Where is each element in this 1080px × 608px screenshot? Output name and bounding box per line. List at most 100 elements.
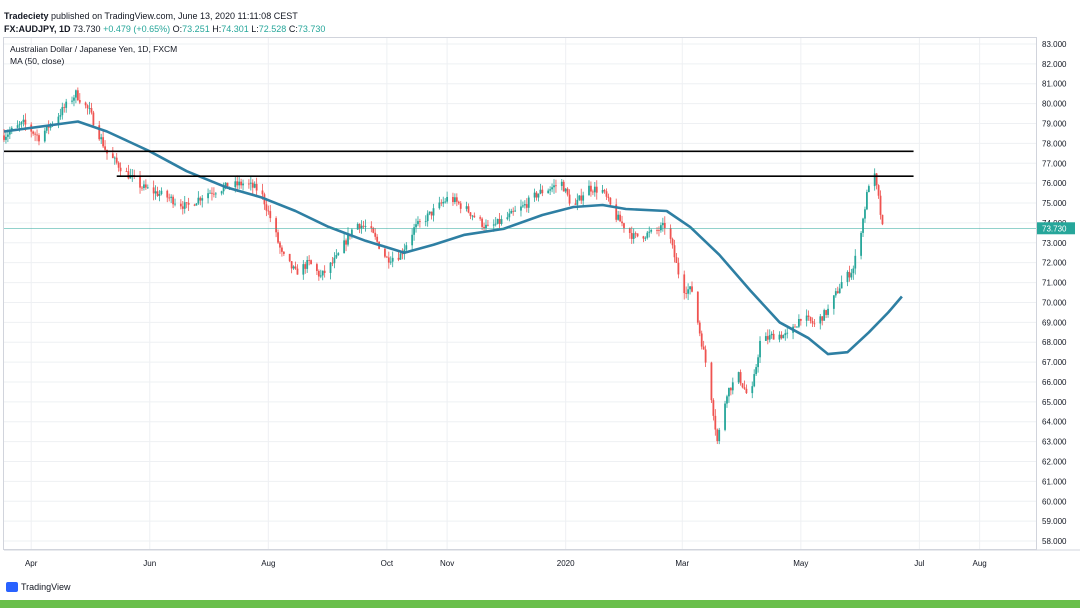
candle <box>669 224 672 244</box>
candle <box>512 207 515 216</box>
candle <box>496 218 499 225</box>
candle <box>356 222 359 230</box>
last-price-badge <box>1037 222 1075 235</box>
candle-body <box>525 204 528 208</box>
candle-body <box>514 210 517 212</box>
tradingview-brand[interactable]: TradingView <box>6 582 71 592</box>
candle <box>514 205 517 212</box>
candle-body <box>836 291 839 294</box>
candle <box>335 249 338 259</box>
candle <box>98 120 101 141</box>
candle-body <box>832 295 835 309</box>
candle <box>61 102 64 120</box>
candle <box>444 198 447 204</box>
candle <box>805 309 808 327</box>
candle-body <box>20 121 23 125</box>
candle-body <box>372 228 375 233</box>
candle <box>212 187 215 198</box>
candle <box>784 329 787 341</box>
candle <box>766 329 769 345</box>
candle-body <box>671 238 674 246</box>
candle <box>823 308 826 321</box>
candle <box>551 183 553 193</box>
candle-body <box>212 193 215 195</box>
candle <box>446 191 449 204</box>
candle <box>508 208 511 222</box>
candle-body <box>214 193 217 195</box>
candle-body <box>32 131 35 134</box>
candle <box>426 210 429 227</box>
candle-body <box>224 182 227 187</box>
candle <box>73 94 75 107</box>
candle-body <box>452 196 454 203</box>
candle-body <box>582 195 585 201</box>
candle-body <box>115 157 118 163</box>
candle-body <box>541 189 544 194</box>
y-tick-label: 63.000 <box>1042 438 1067 447</box>
candle-body <box>236 181 239 186</box>
candle <box>440 199 443 207</box>
candle-body <box>661 222 664 226</box>
candle-body <box>481 218 484 227</box>
candle <box>152 180 155 201</box>
candle-body <box>432 208 435 216</box>
candle-body <box>111 153 114 159</box>
candle-body <box>621 221 623 224</box>
x-tick-label: Oct <box>381 559 394 568</box>
candle <box>133 169 136 180</box>
candle <box>714 409 717 436</box>
candle <box>387 251 390 269</box>
candle-body <box>467 206 470 213</box>
candle <box>102 131 105 149</box>
candle <box>700 330 703 350</box>
candle-body <box>261 190 264 195</box>
candle <box>615 198 618 223</box>
candle <box>498 212 501 231</box>
candle-body <box>766 336 769 340</box>
candle <box>310 259 312 265</box>
candle <box>419 218 421 228</box>
candle <box>506 211 509 221</box>
candle <box>430 211 433 220</box>
y-tick-label: 76.000 <box>1042 179 1067 188</box>
candle-body <box>741 383 744 388</box>
indicator-legend[interactable]: MA (50, close) <box>10 56 65 66</box>
candle-body <box>873 173 876 187</box>
candle <box>384 246 386 259</box>
y-tick-label: 58.000 <box>1042 537 1067 546</box>
open-value: 73.251 <box>182 24 210 34</box>
candle-body <box>343 240 346 254</box>
candle-body <box>154 191 157 194</box>
candle <box>533 188 536 202</box>
candle <box>183 195 186 214</box>
candle-body <box>308 260 311 261</box>
candle-body <box>487 224 489 226</box>
candle <box>527 195 530 213</box>
candle <box>362 220 365 229</box>
candle <box>47 120 50 135</box>
candle <box>753 369 756 388</box>
candle-body <box>143 184 145 189</box>
candle-body <box>768 335 771 340</box>
candle-body <box>485 224 487 228</box>
candle-body <box>578 195 581 200</box>
candle <box>240 178 243 189</box>
candle <box>156 186 159 197</box>
y-tick-label: 75.000 <box>1042 199 1067 208</box>
candle-body <box>459 203 462 209</box>
candle <box>741 383 744 389</box>
candle <box>537 193 540 202</box>
candle-body <box>574 203 577 205</box>
candle <box>32 130 35 136</box>
candle <box>834 288 837 298</box>
candle-body <box>743 387 746 389</box>
candle-body <box>321 270 324 276</box>
candle-body <box>764 336 767 341</box>
candle-body <box>71 100 73 102</box>
candle-body <box>269 211 272 219</box>
candle <box>115 152 118 165</box>
candle-body <box>195 203 198 206</box>
candle-body <box>220 191 223 194</box>
candle <box>702 340 705 350</box>
